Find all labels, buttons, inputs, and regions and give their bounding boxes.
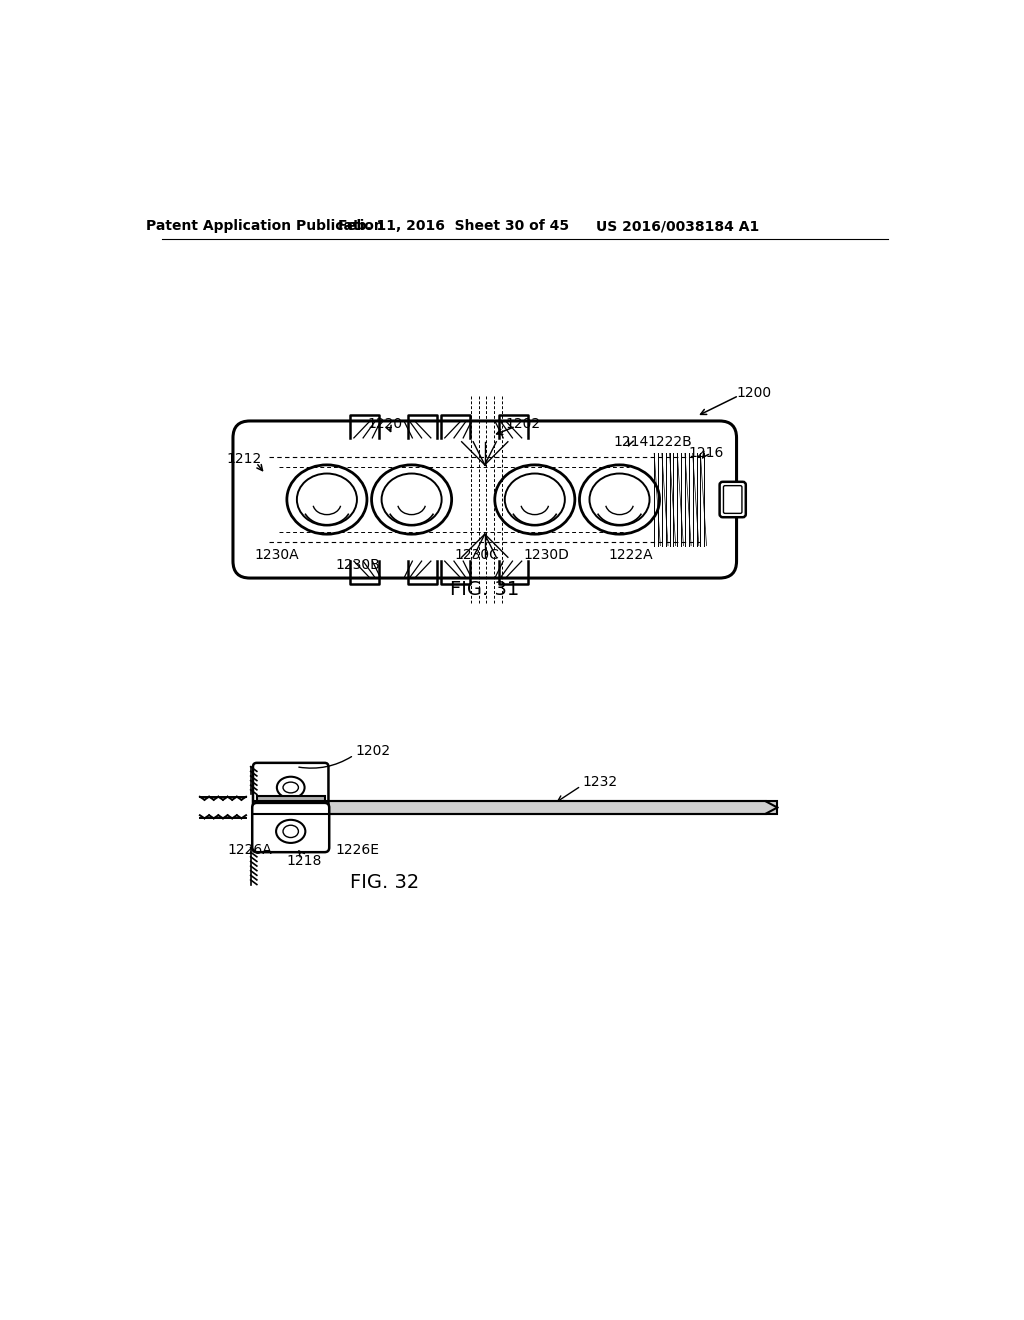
Bar [257, 796, 325, 807]
Text: 1230A: 1230A [255, 548, 299, 562]
Text: 1214: 1214 [613, 434, 648, 449]
Ellipse shape [382, 474, 441, 525]
Text: 1218: 1218 [286, 854, 322, 867]
Ellipse shape [297, 474, 357, 525]
Text: Patent Application Publication: Patent Application Publication [146, 219, 384, 234]
Bar [254, 801, 777, 813]
Ellipse shape [505, 474, 565, 525]
Ellipse shape [283, 781, 298, 793]
Text: 1220: 1220 [367, 417, 402, 432]
Text: Feb. 11, 2016  Sheet 30 of 45: Feb. 11, 2016 Sheet 30 of 45 [338, 219, 569, 234]
Text: 1226A: 1226A [227, 843, 272, 857]
Text: 1212: 1212 [227, 451, 262, 466]
Text: 1226E: 1226E [336, 843, 380, 857]
Ellipse shape [495, 465, 574, 535]
Ellipse shape [590, 474, 649, 525]
Text: FIG. 31: FIG. 31 [451, 579, 519, 599]
Text: 1216: 1216 [689, 446, 724, 461]
Text: 1230B: 1230B [335, 558, 380, 572]
Ellipse shape [283, 825, 298, 838]
Ellipse shape [276, 776, 304, 799]
Text: 1200: 1200 [736, 387, 772, 400]
Ellipse shape [372, 465, 452, 535]
FancyBboxPatch shape [253, 763, 329, 809]
FancyBboxPatch shape [233, 421, 736, 578]
Ellipse shape [276, 820, 305, 843]
Text: 1222A: 1222A [608, 548, 653, 562]
Text: 1222B: 1222B [647, 434, 692, 449]
Ellipse shape [287, 465, 367, 535]
Text: 1230C: 1230C [455, 548, 500, 562]
FancyBboxPatch shape [252, 803, 330, 853]
Text: US 2016/0038184 A1: US 2016/0038184 A1 [596, 219, 759, 234]
FancyBboxPatch shape [724, 486, 742, 513]
Text: 1202: 1202 [355, 744, 391, 758]
Text: 1230D: 1230D [523, 548, 569, 562]
Text: 1202: 1202 [506, 417, 541, 432]
Ellipse shape [580, 465, 659, 535]
Text: 1232: 1232 [583, 775, 617, 789]
Text: FIG. 32: FIG. 32 [350, 873, 419, 892]
FancyBboxPatch shape [720, 482, 745, 517]
